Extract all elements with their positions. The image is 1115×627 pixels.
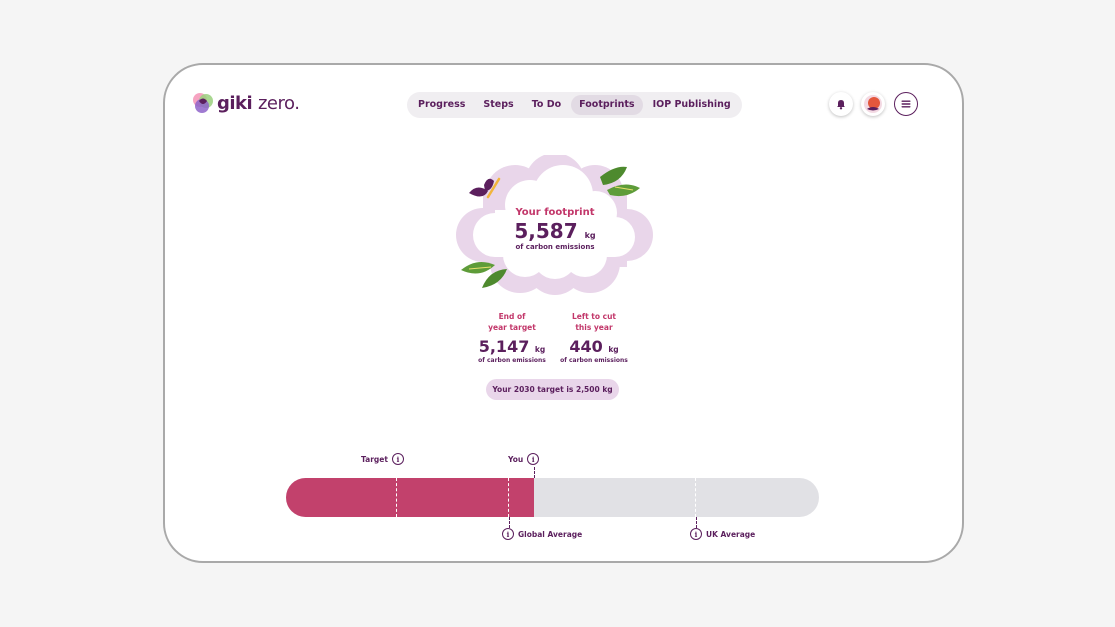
your-footprint-fill: [286, 478, 534, 517]
stat-label: End of year target: [488, 312, 536, 332]
uk-average-label: UK Average: [706, 529, 756, 539]
nav-to-do[interactable]: To Do: [531, 99, 562, 110]
you-marker-label: You i: [508, 453, 540, 465]
notification-button[interactable]: [829, 92, 853, 116]
footprint-subtitle: of carbon emissions: [515, 243, 595, 251]
info-icon[interactable]: i: [690, 528, 702, 540]
info-icon[interactable]: i: [502, 528, 514, 540]
global-average-tick: [509, 517, 510, 528]
stat-left-to-cut: Left to cut this year 440 kg of carbon e…: [553, 311, 635, 364]
avatar-icon: [864, 95, 882, 113]
global-average-line: [508, 478, 509, 517]
you-label: You: [508, 454, 524, 464]
footprint-cloud-illustration: [456, 155, 653, 295]
stat-end-of-year-target: End of year target 5,147 kg of carbon em…: [471, 311, 553, 364]
info-icon[interactable]: i: [391, 453, 404, 465]
uk-average-line: [695, 478, 696, 517]
footprint-label: Your footprint: [515, 207, 595, 218]
target-line: [396, 478, 397, 517]
nav-iop-publishing[interactable]: IOP Publishing: [652, 99, 731, 110]
logo-text: giki zero.: [217, 92, 300, 114]
target-marker-label: Target i: [361, 453, 404, 465]
stat-value: 440 kg: [569, 337, 619, 356]
nav-steps[interactable]: Steps: [483, 99, 514, 110]
global-average-marker-label: i Global Average: [502, 528, 582, 540]
stat-value: 5,147 kg: [478, 337, 546, 356]
nav-progress[interactable]: Progress: [418, 99, 466, 110]
uk-average-marker-label: i UK Average: [690, 528, 755, 540]
target-2030-pill: Your 2030 target is 2,500 kg: [486, 379, 619, 400]
footprint-value: 5,587 kg: [514, 219, 596, 243]
nav-footprints[interactable]: Footprints: [571, 95, 643, 115]
avatar-button[interactable]: [861, 92, 885, 116]
app-window: giki zero. Progress Steps To Do Footprin…: [163, 63, 964, 563]
global-average-label: Global Average: [518, 529, 583, 539]
info-icon[interactable]: i: [527, 453, 540, 465]
menu-button[interactable]: [894, 92, 918, 116]
giki-zero-logo[interactable]: giki zero.: [192, 92, 300, 114]
hamburger-menu-icon: [901, 100, 911, 108]
footprint-summary: Your footprint 5,587 kg of carbon emissi…: [465, 207, 645, 251]
stat-subtitle: of carbon emissions: [560, 357, 628, 364]
comparison-bar: [286, 478, 819, 517]
notification-bell-icon: [837, 100, 845, 110]
uk-average-tick: [696, 517, 697, 528]
target-label: Target: [361, 454, 388, 464]
stat-label: Left to cut this year: [571, 312, 617, 332]
logo-mark-icon: [193, 93, 213, 113]
main-nav: Progress Steps To Do Footprints IOP Publ…: [407, 92, 742, 118]
stat-subtitle: of carbon emissions: [478, 357, 546, 364]
you-marker-tick: [534, 467, 535, 478]
